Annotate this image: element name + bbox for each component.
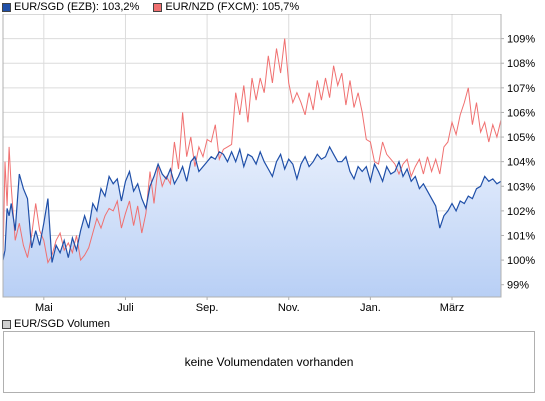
series-layer: [2, 38, 502, 297]
legend-label-eursgd: EUR/SGD (EZB): 103,2%: [14, 1, 140, 13]
y-tick-label: 107%: [507, 83, 535, 95]
y-tick-label: 109%: [507, 34, 535, 46]
legend-label-eurnzd: EUR/NZD (FXCM): 105,7%: [165, 1, 300, 13]
x-tick-label: März: [440, 302, 464, 314]
eursgd-area: [3, 146, 501, 297]
x-tick-label: Mai: [35, 302, 53, 314]
volume-legend: EUR/SGD Volumen: [2, 317, 110, 331]
x-tick-label: Jan.: [360, 302, 381, 314]
x-tick-label: Nov.: [278, 302, 300, 314]
volume-empty-message: keine Volumendaten vorhanden: [184, 355, 354, 369]
chart-legend: EUR/SGD (EZB): 103,2% EUR/NZD (FXCM): 10…: [2, 0, 313, 14]
x-tick-label: Sep.: [196, 302, 219, 314]
y-tick-label: 99%: [507, 280, 529, 292]
eursgd-line: [2, 145, 502, 263]
x-tick-label: Juli: [117, 302, 134, 314]
volume-legend-swatch: [2, 319, 11, 329]
y-axis-ticks: 99% 100% 101% 102% 103% 104% 105% 106% 107% 108% 1…: [501, 34, 535, 292]
y-tick-label: 104%: [507, 157, 535, 169]
y-tick-label: 102%: [507, 206, 535, 218]
y-tick-label: 106%: [507, 107, 535, 119]
legend-swatch-eurnzd: [153, 2, 163, 12]
volume-legend-label: EUR/SGD Volumen: [14, 318, 110, 330]
y-tick-label: 103%: [507, 181, 535, 193]
y-tick-label: 108%: [507, 58, 535, 70]
volume-panel: keine Volumendaten vorhanden: [3, 331, 535, 393]
x-axis-ticks: Mai Juli Sep. Nov. Jan. März: [35, 297, 464, 314]
legend-item-eursgd: EUR/SGD (EZB): 103,2%: [2, 1, 139, 13]
legend-swatch-eursgd: [2, 2, 11, 12]
y-tick-label: 101%: [507, 230, 535, 242]
eurnzd-line: [2, 38, 502, 264]
legend-item-eurnzd: EUR/NZD (FXCM): 105,7%: [153, 1, 299, 13]
y-tick-label: 100%: [507, 255, 535, 267]
y-tick-label: 105%: [507, 132, 535, 144]
price-chart: 99% 100% 101% 102% 103% 104% 105% 106% 107% 108% 1…: [2, 14, 535, 314]
plot-frame: [2, 14, 502, 298]
